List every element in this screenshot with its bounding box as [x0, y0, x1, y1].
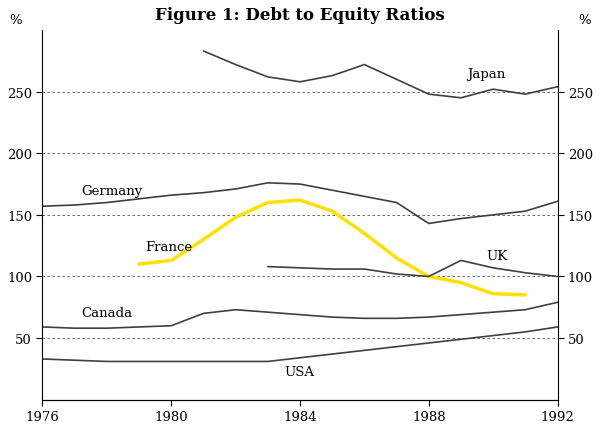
- Text: %: %: [9, 14, 22, 27]
- Text: Japan: Japan: [467, 68, 506, 80]
- Text: UK: UK: [487, 249, 508, 262]
- Text: France: France: [145, 241, 193, 254]
- Text: USA: USA: [284, 365, 314, 378]
- Title: Figure 1: Debt to Equity Ratios: Figure 1: Debt to Equity Ratios: [155, 7, 445, 24]
- Text: Germany: Germany: [81, 184, 142, 197]
- Text: %: %: [578, 14, 591, 27]
- Text: Canada: Canada: [81, 306, 132, 319]
